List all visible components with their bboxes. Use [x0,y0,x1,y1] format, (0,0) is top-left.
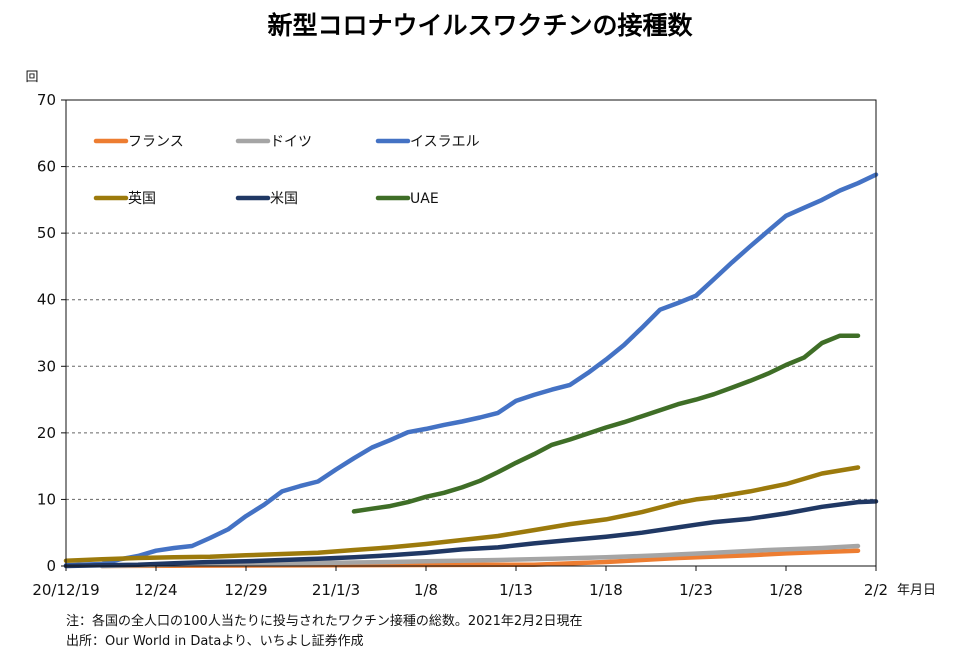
x-tick-label: 2/2 [864,581,888,599]
legend-label: フランス [128,134,184,150]
legend-label: 米国 [270,191,298,207]
plot-series [63,172,879,569]
x-tick-label: 12/24 [134,581,177,599]
series-line-3 [63,465,861,563]
y-tick-label: 0 [46,557,56,575]
y-tick-label: 60 [37,158,56,176]
x-tick-label: 21/1/3 [312,581,360,599]
footnote-source: 出所：Our World in Dataより、いちよし証券作成 [66,634,364,649]
series-line-4 [63,499,879,569]
gridlines [66,166,876,500]
y-tick-label: 10 [37,490,56,508]
footnote-note: 注：各国の全人口の100人当たりに投与されたワクチン接種の総数。2021年2月2… [66,614,583,629]
y-axis-unit-label: 回 [25,70,38,85]
x-tick-label: 1/8 [414,581,438,599]
x-axis-ticks: 20/12/19 12/24 12/29 21/1/3 1/8 1/13 1/18 1/23 1… [32,566,888,599]
legend-label: 英国 [128,190,156,207]
x-axis-unit-label: 年月日 [897,583,936,598]
x-tick-label: 1/13 [499,581,533,599]
series-line-5 [351,333,861,514]
y-tick-label: 70 [37,91,56,109]
y-axis-ticks: 0 10 20 30 40 50 60 70 [37,91,66,575]
chart-title: 新型コロナウイルスワクチンの接種数 [267,11,693,40]
series-line-1 [99,543,861,569]
series-line-2 [63,172,879,568]
y-tick-label: 20 [37,424,56,442]
x-tick-label: 1/18 [589,581,623,599]
plot-area-frame [65,99,877,567]
legend-label: イスラエル [410,134,480,150]
series-line-0 [99,548,861,569]
x-tick-label: 1/23 [679,581,713,599]
x-tick-label: 20/12/19 [32,581,99,599]
x-tick-label: 1/28 [769,581,803,599]
legend-label: UAE [410,191,439,207]
y-tick-label: 30 [37,357,56,375]
y-tick-label: 50 [37,224,56,242]
x-tick-label: 12/29 [224,581,267,599]
legend-label: ドイツ [270,134,312,150]
y-tick-label: 40 [37,291,56,309]
